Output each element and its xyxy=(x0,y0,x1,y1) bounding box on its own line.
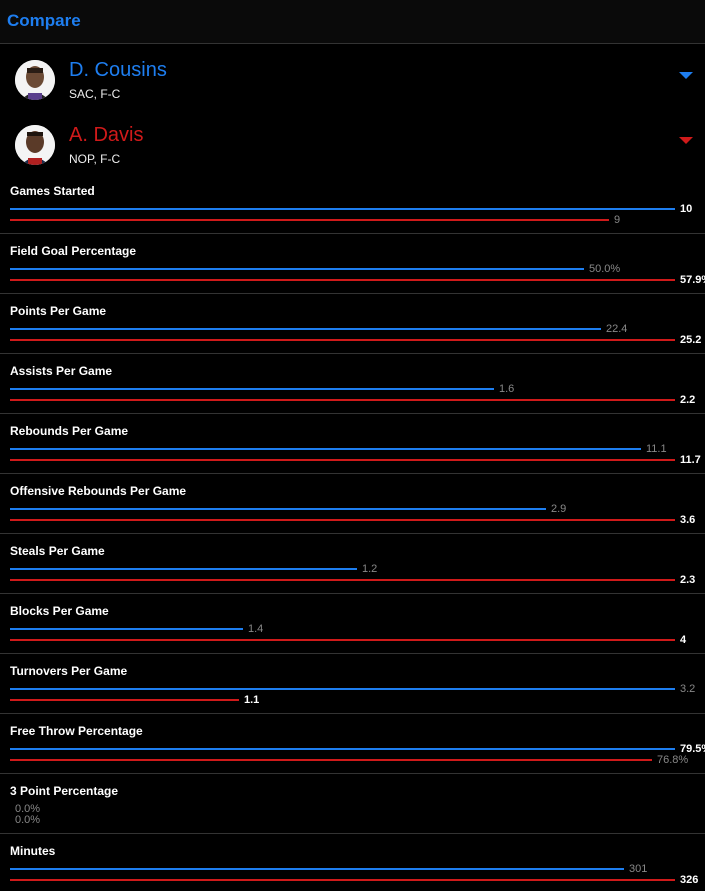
player-2-value: 25.2 xyxy=(680,334,702,346)
player-1-value: 10 xyxy=(680,203,693,215)
player-2-bar xyxy=(10,759,652,761)
player-1-value: 0.0% xyxy=(15,803,41,815)
player-2-value: 2.2 xyxy=(680,394,696,406)
stat-row: Points Per Game 22.4 25.2 xyxy=(0,294,705,354)
player-2-value: 1.1 xyxy=(244,694,260,706)
stat-label: Offensive Rebounds Per Game xyxy=(10,484,187,498)
player-1-value: 1.6 xyxy=(499,383,515,395)
player-2-name: A. Davis xyxy=(69,124,144,146)
player-1-value: 1.4 xyxy=(248,623,264,635)
player-2-bar xyxy=(10,399,675,401)
player-1-bar xyxy=(10,748,675,750)
player-1-value: 2.9 xyxy=(551,503,567,515)
player-1-bar xyxy=(10,208,675,210)
player-2-value: 4 xyxy=(680,634,687,646)
stat-row: 3 Point Percentage 0.0% 0.0% xyxy=(0,774,705,834)
stat-label: Rebounds Per Game xyxy=(10,424,129,438)
player-1-name: D. Cousins xyxy=(69,59,167,81)
page-title[interactable]: Compare xyxy=(7,11,81,30)
avatar xyxy=(15,60,55,100)
player-2-bar xyxy=(10,519,675,521)
player-1-photo xyxy=(15,60,55,100)
stat-row: Offensive Rebounds Per Game 2.9 3.6 xyxy=(0,474,705,534)
player-1-bar xyxy=(10,688,675,690)
player-1-value: 301 xyxy=(629,863,648,875)
stat-label: Blocks Per Game xyxy=(10,604,109,618)
player-1-value: 50.0% xyxy=(589,263,621,275)
player-2-bar xyxy=(10,639,675,641)
header-bar: Compare xyxy=(0,0,705,44)
stat-label: Points Per Game xyxy=(10,304,107,318)
stat-label: Field Goal Percentage xyxy=(10,244,137,258)
player-2-value: 76.8% xyxy=(657,754,689,766)
player-1-bar xyxy=(10,268,584,270)
avatar xyxy=(15,125,55,165)
player-1-value: 11.1 xyxy=(646,443,667,455)
stats-list: Games Started 10 9 Field Goal Percentage 50.… xyxy=(0,174,705,891)
stat-row: Steals Per Game 1.2 2.3 xyxy=(0,534,705,594)
player-1-value: 3.2 xyxy=(680,683,696,695)
player-2-value: 0.0% xyxy=(15,814,41,826)
stat-label: 3 Point Percentage xyxy=(10,784,119,798)
player-2-selector[interactable]: A. Davis NOP, F-C xyxy=(0,124,705,189)
player-2-bar xyxy=(10,339,675,341)
player-2-bar xyxy=(10,579,675,581)
player-1-bar xyxy=(10,628,243,630)
player-1-team: SAC, F-C xyxy=(69,87,121,101)
stat-row: Turnovers Per Game 3.2 1.1 xyxy=(0,654,705,714)
player-1-bar xyxy=(10,328,601,330)
stat-label: Games Started xyxy=(10,184,95,198)
player-2-value: 11.7 xyxy=(680,454,701,466)
player-2-value: 57.9% xyxy=(680,274,705,286)
player-1-value: 22.4 xyxy=(606,323,628,335)
player-2-bar xyxy=(10,459,675,461)
stat-row: Games Started 10 9 xyxy=(0,174,705,234)
player-1-bar xyxy=(10,508,546,510)
stat-row: Minutes 301 326 xyxy=(0,834,705,891)
player-2-value: 3.6 xyxy=(680,514,696,526)
player-1-value: 79.5% xyxy=(680,743,705,755)
player-2-team: NOP, F-C xyxy=(69,152,121,166)
stat-row: Rebounds Per Game 11.1 11.7 xyxy=(0,414,705,474)
stat-row: Assists Per Game 1.6 2.2 xyxy=(0,354,705,414)
player-1-bar xyxy=(10,388,494,390)
stat-label: Minutes xyxy=(10,844,56,858)
player-1-bar xyxy=(10,448,641,450)
player-1-selector[interactable]: D. Cousins SAC, F-C xyxy=(0,59,705,124)
chevron-down-icon[interactable] xyxy=(679,72,693,79)
player-2-bar xyxy=(10,219,609,221)
stat-row: Blocks Per Game 1.4 4 xyxy=(0,594,705,654)
player-2-bar xyxy=(10,279,675,281)
player-1-bar xyxy=(10,868,624,870)
stat-label: Steals Per Game xyxy=(10,544,105,558)
player-1-value: 1.2 xyxy=(362,563,378,575)
chevron-down-icon[interactable] xyxy=(679,137,693,144)
player-2-bar xyxy=(10,699,239,701)
stat-label: Turnovers Per Game xyxy=(10,664,128,678)
player-2-photo xyxy=(15,125,55,165)
stat-label: Assists Per Game xyxy=(10,364,113,378)
stat-row: Free Throw Percentage 79.5%76.8% xyxy=(0,714,705,774)
player-2-value: 2.3 xyxy=(680,574,696,586)
player-2-bar xyxy=(10,879,675,881)
player-1-bar xyxy=(10,568,357,570)
player-2-value: 9 xyxy=(614,214,621,226)
stat-row: Field Goal Percentage 50.0% 57.9% xyxy=(0,234,705,294)
stat-label: Free Throw Percentage xyxy=(10,724,143,738)
player-2-value: 326 xyxy=(680,874,699,886)
